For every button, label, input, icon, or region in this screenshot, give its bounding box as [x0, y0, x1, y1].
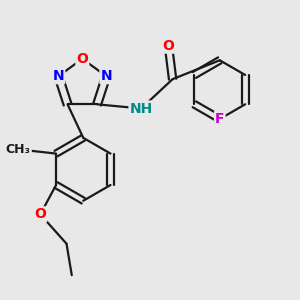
- Text: N: N: [100, 69, 112, 83]
- Text: NH: NH: [130, 101, 153, 116]
- Text: O: O: [34, 207, 46, 221]
- Text: CH₃: CH₃: [6, 143, 31, 156]
- Text: O: O: [76, 52, 88, 66]
- Text: O: O: [163, 39, 174, 52]
- Text: F: F: [215, 112, 224, 126]
- Text: N: N: [52, 69, 64, 83]
